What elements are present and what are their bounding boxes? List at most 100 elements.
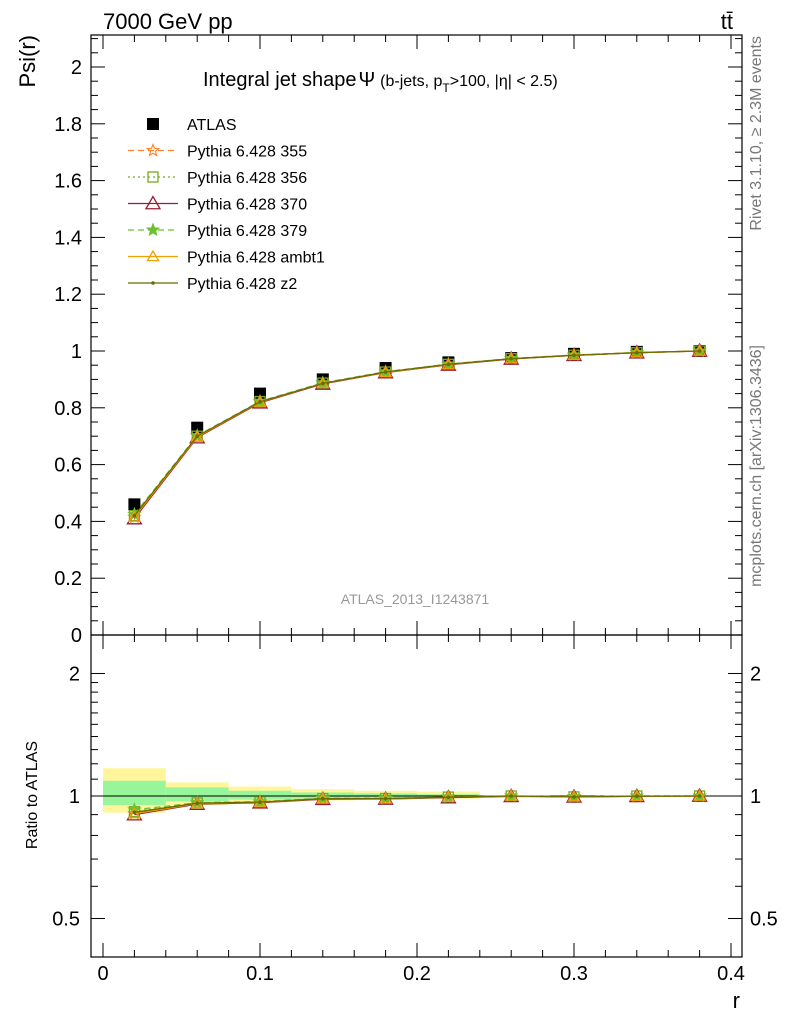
series-line [133, 350, 700, 519]
legend-label: Pythia 6.428 355 [187, 144, 307, 161]
legend-marker [144, 195, 162, 210]
ratio-band-inner [103, 780, 166, 806]
main-axis-ticks: 0 0.2 0.4 0.6 0.8 1 1.2 1.4 1.6 1.8 2 [54, 35, 742, 647]
data-point [692, 789, 707, 801]
data-point [572, 353, 576, 358]
legend-item: ATLAS [147, 117, 237, 134]
legend-marker [146, 249, 160, 262]
mcplots-label: mcplots.cern.ch [arXiv:1306.3436] [748, 345, 765, 587]
header-left-label: 7000 GeV pp [103, 9, 233, 34]
watermark-label: ATLAS_2013_I1243871 [341, 591, 490, 607]
data-point [509, 356, 513, 361]
data-point [567, 790, 581, 802]
data-point [446, 795, 451, 800]
data-point [128, 498, 141, 511]
legend-marker [151, 281, 155, 285]
main-y-tick-label: 2 [71, 57, 82, 79]
series-3 [126, 342, 708, 525]
ratio-y-tick-label: 1 [69, 786, 80, 808]
data-point [195, 801, 199, 806]
data-point [190, 429, 204, 442]
x-tick-label: 0.3 [560, 963, 588, 985]
data-point [321, 381, 325, 386]
data-point [132, 513, 137, 518]
series-line [133, 350, 700, 515]
series-line [133, 350, 700, 517]
legend-marker [147, 171, 159, 183]
series-5 [127, 344, 707, 522]
title-sub: T [442, 81, 450, 95]
x-tick-label: 0.1 [246, 963, 274, 985]
ratio-axis-ticks: 0.5 0.5 1 1 2 2 0 0.1 0.2 0.3 0.4 [52, 635, 778, 985]
main-series-group [126, 342, 708, 525]
data-point [697, 349, 702, 353]
main-y-tick-label: 1 [71, 341, 82, 363]
legend-item: Pythia 6.428 ambt1 [128, 250, 325, 267]
data-point [383, 370, 388, 374]
main-y-tick-label: 1.4 [54, 227, 82, 249]
ratio-y-tick-label: 0.5 [52, 909, 80, 931]
data-point [127, 510, 142, 522]
data-point [635, 350, 639, 355]
data-point [127, 806, 142, 819]
series-4 [127, 343, 707, 521]
data-point [258, 400, 262, 404]
y-axis-label: Psi(r) [15, 35, 40, 88]
main-y-tick-label: 0.4 [54, 511, 82, 533]
x-tick-label: 0.4 [717, 963, 745, 985]
data-point [630, 789, 644, 801]
legend-item: Pythia 6.428 355 [128, 142, 307, 161]
data-point [509, 794, 513, 798]
series-2 [128, 345, 706, 522]
legend-label: Pythia 6.428 ambt1 [187, 250, 325, 267]
legend-label: Pythia 6.428 356 [187, 170, 307, 187]
ratio-y-tick-label-right: 0.5 [750, 909, 778, 931]
data-point [692, 344, 707, 356]
header-right-label: tt̄ [721, 9, 733, 34]
title-rest: >100, |η| < 2.5) [450, 73, 558, 90]
main-y-tick-label: 0.2 [54, 568, 82, 590]
data-point [195, 434, 199, 439]
series-5 [132, 794, 702, 815]
ratio-y-axis-label: Ratio to ATLAS [24, 741, 41, 849]
main-y-tick-label: 1.2 [54, 284, 82, 306]
legend-marker [147, 118, 159, 130]
ratio-y-tick-label-right: 2 [750, 663, 761, 685]
main-y-tick-label: 1.6 [54, 171, 82, 193]
x-axis-label: r [733, 988, 740, 1013]
rivet-label: Rivet 3.1.10, ≥ 2.3M events [748, 36, 765, 231]
data-point [127, 509, 142, 524]
x-tick-label: 0.2 [403, 963, 431, 985]
ratio-y-tick-label-right: 1 [750, 786, 761, 808]
data-point [446, 362, 451, 367]
legend-item: Pythia 6.428 370 [128, 195, 307, 214]
legend-item: Pythia 6.428 379 [128, 222, 307, 240]
data-point [635, 794, 639, 798]
data-point [572, 795, 576, 799]
legend-label: Pythia 6.428 379 [187, 223, 307, 240]
x-tick-label: 0 [97, 963, 108, 985]
legend: ATLAS Pythia 6.428 355 Pythia 6.428 356 Pyt… [128, 117, 325, 293]
series-line [133, 350, 700, 517]
legend-item: Pythia 6.428 356 [128, 170, 307, 187]
data-point [697, 794, 702, 798]
legend-label: ATLAS [187, 117, 237, 134]
main-y-tick-label: 1.8 [54, 114, 82, 136]
series-line [133, 350, 700, 518]
legend-item: Pythia 6.428 z2 [128, 276, 297, 293]
main-y-tick-label: 0 [71, 625, 82, 647]
legend-label: Pythia 6.428 370 [187, 197, 307, 214]
title-open: (b-jets, p [380, 73, 442, 90]
legend-label: Pythia 6.428 z2 [187, 276, 297, 293]
data-point [383, 796, 388, 801]
series-6 [132, 349, 702, 518]
title-psi: Ψ [358, 69, 375, 91]
chart-title: Integral jet shape Ψ (b-jets, pT>100, |η| … [203, 69, 558, 95]
data-point [321, 796, 325, 801]
data-point [132, 810, 137, 815]
ratio-band-inner [165, 787, 229, 802]
title-main: Integral jet shape [203, 69, 356, 91]
legend-marker [145, 142, 161, 157]
data-point [504, 789, 518, 801]
